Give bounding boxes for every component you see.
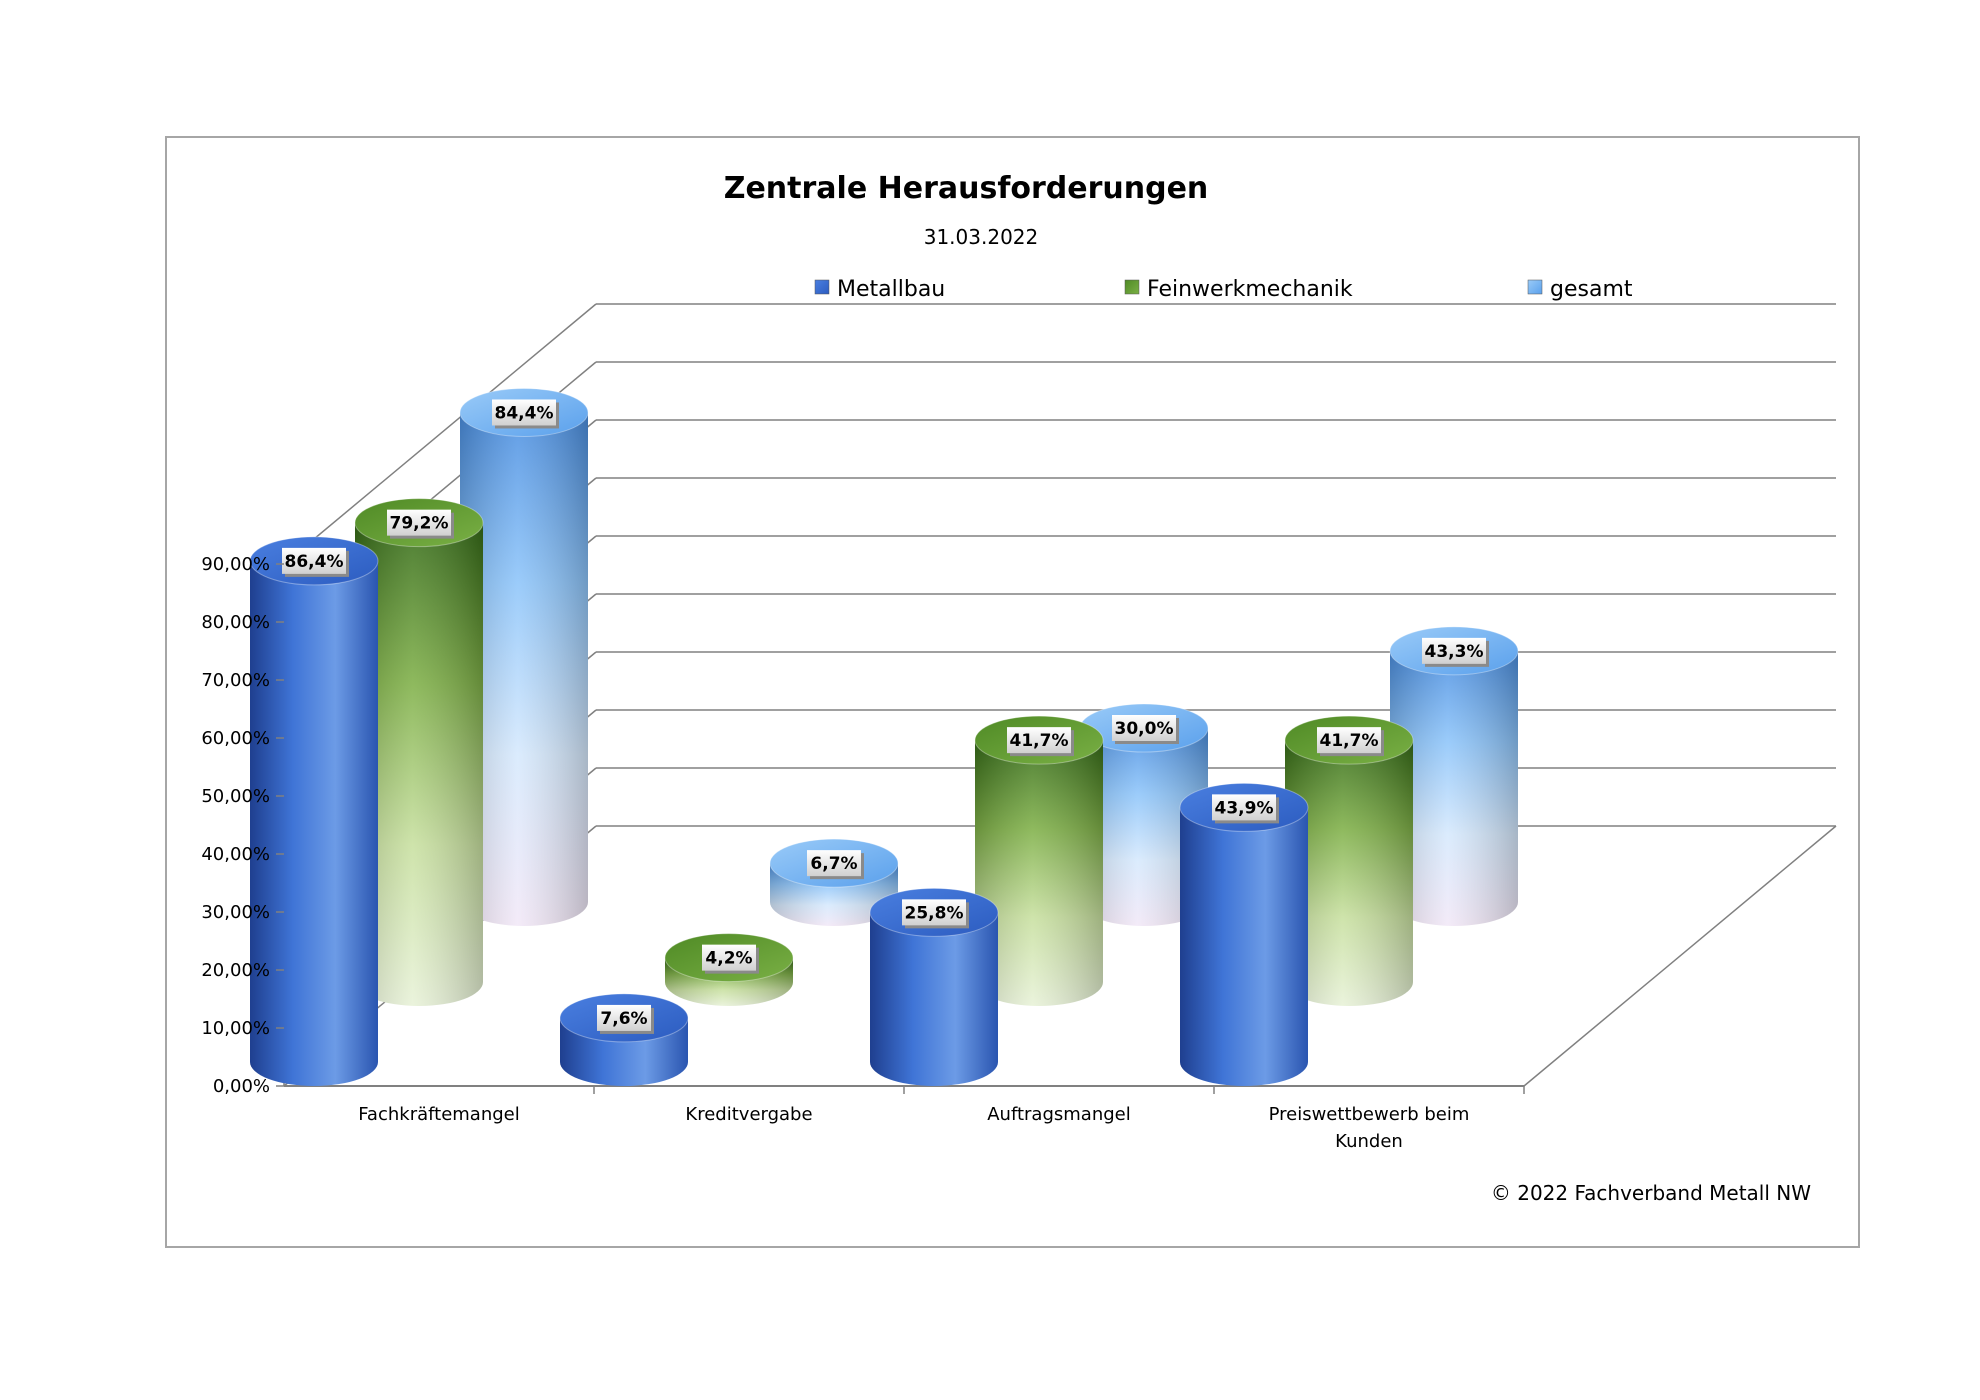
data-label-value: 6,7% [810, 854, 857, 874]
data-label-box [1212, 794, 1276, 821]
bar-metallbau-3 [1179, 782, 1309, 1086]
data-label: 6,7% [807, 850, 864, 880]
data-label: 86,4% [282, 547, 349, 577]
gridline-side [283, 303, 597, 565]
bar-body [1180, 807, 1308, 1086]
legend-item-gesamt: gesamt [1527, 277, 1633, 302]
legend-item-metallbau: Metallbau [814, 277, 945, 302]
x-tick-label: Auftragsmangel [987, 1104, 1131, 1125]
bar-shade [1080, 728, 1208, 926]
data-label: 43,9% [1212, 794, 1279, 824]
y-tick-label: 90,00% [201, 554, 270, 575]
y-tick-label: 40,00% [201, 844, 270, 865]
data-label: 25,8% [902, 899, 969, 929]
data-label-box [387, 509, 451, 536]
x-tick-label: Preiswettbewerb beim Kunden [1269, 1104, 1470, 1152]
data-label-box [702, 944, 756, 971]
x-tick-label: Kreditvergabe [685, 1104, 812, 1125]
legend-label: Feinwerkmechanik [1147, 277, 1353, 302]
data-label-value: 7,6% [600, 1009, 647, 1029]
x-axis: Fachkräftemangel Kreditvergabe Auftragsman… [358, 1086, 1525, 1152]
data-label-box [597, 1004, 651, 1031]
data-label: 79,2% [387, 509, 454, 539]
data-label-value: 30,0% [1115, 719, 1174, 739]
y-tick-label: 70,00% [201, 670, 270, 691]
legend-item-feinwerkmechanik: Feinwerkmechanik [1124, 277, 1353, 302]
y-tick-label: 30,00% [201, 902, 270, 923]
y-tick-label: 20,00% [201, 960, 270, 981]
bar-shade [460, 412, 588, 927]
bar-feinwerkmechanik-3 [1284, 715, 1414, 1006]
data-label: 4,2% [702, 944, 759, 974]
bar-shade [1285, 740, 1413, 1006]
data-label-box [1007, 727, 1071, 754]
legend-swatch [814, 279, 830, 295]
data-label-value: 43,9% [1215, 798, 1274, 818]
y-tick-label: 50,00% [201, 786, 270, 807]
bar-feinwerkmechanik-1 [664, 933, 794, 1006]
data-label-value: 79,2% [390, 514, 449, 534]
chart-title: Zentrale Herausforderungen [724, 171, 1209, 206]
copyright-text: © 2022 Fachverband Metall NW [1491, 1181, 1811, 1205]
data-label-box [1317, 727, 1381, 754]
data-label-box [492, 399, 556, 426]
data-label: 43,3% [1422, 637, 1489, 667]
y-tick-label: 80,00% [201, 612, 270, 633]
data-label: 84,4% [492, 399, 559, 429]
data-label: 41,7% [1007, 727, 1074, 757]
data-label-value: 41,7% [1010, 731, 1069, 751]
legend-label: gesamt [1550, 277, 1633, 302]
legend-label: Metallbau [837, 277, 945, 302]
y-tick-label: 60,00% [201, 728, 270, 749]
y-tick-label: 10,00% [201, 1018, 270, 1039]
y-tick-label: 0,00% [213, 1076, 270, 1097]
legend-swatch [1527, 279, 1543, 295]
data-label: 30,0% [1112, 715, 1179, 744]
chart-subtitle: 31.03.2022 [924, 225, 1039, 249]
data-label-value: 86,4% [285, 552, 344, 572]
data-label-box [1422, 637, 1486, 664]
data-label-value: 43,3% [1425, 642, 1484, 662]
data-label-box [902, 899, 966, 926]
legend: Metallbau Feinwerkmechanik gesamt [814, 277, 1633, 302]
y-axis: 0,00% 10,00% 20,00% 30,00% 40,00% 50,00% 60,00… [201, 554, 284, 1097]
floor-edge [1523, 825, 1837, 1087]
data-label-value: 4,2% [705, 949, 752, 969]
data-label-box [282, 547, 346, 574]
data-labels-group: 84,4% 6,7% 30,0% 43,3% 79,2% 4,2% 41,7% 41,7% 86… [282, 399, 1489, 1034]
x-tick-label: Fachkräftemangel [358, 1104, 520, 1125]
bar-shade [355, 522, 483, 1006]
bars-group [249, 387, 1519, 1086]
bar-shade [975, 740, 1103, 1006]
bar-body [870, 912, 998, 1086]
data-label-box [807, 850, 861, 877]
data-label-value: 41,7% [1320, 731, 1379, 751]
bar-gesamt-0 [459, 387, 589, 927]
data-label-value: 25,8% [905, 903, 964, 923]
data-label: 41,7% [1317, 727, 1384, 757]
bar-body [250, 560, 378, 1086]
data-label: 7,6% [597, 1004, 654, 1034]
data-label-value: 84,4% [495, 403, 554, 423]
legend-swatch [1124, 279, 1140, 295]
bar-shade [1390, 650, 1518, 926]
data-label-box [1112, 715, 1176, 741]
